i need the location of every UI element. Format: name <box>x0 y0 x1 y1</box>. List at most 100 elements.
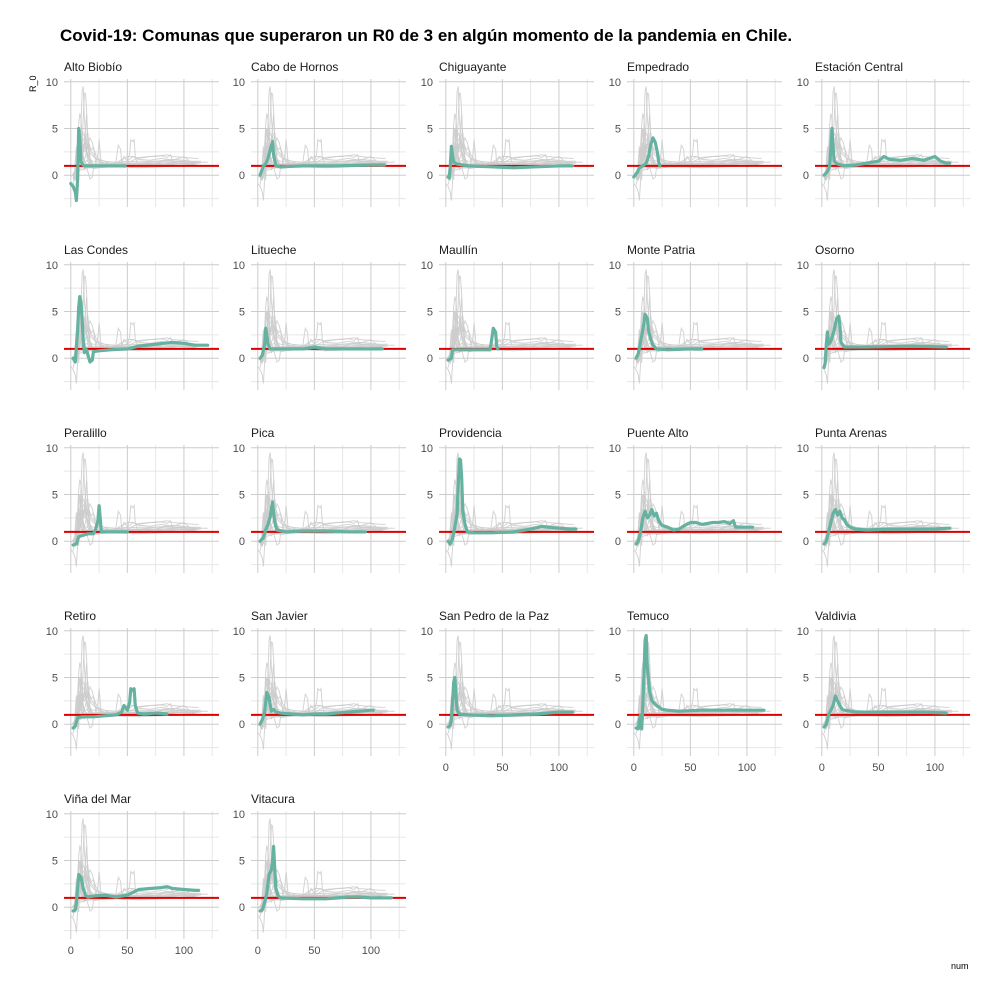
background-series-line <box>72 113 208 181</box>
background-series-line <box>72 845 208 913</box>
y-tick-label: 5 <box>239 490 245 502</box>
y-tick-label: 5 <box>52 307 58 319</box>
facet-panel: Retiro 0 5 10 <box>46 609 219 756</box>
highlighted-series-line <box>258 690 375 726</box>
facet-strip-label: San Javier <box>251 609 308 623</box>
y-tick-label: 0 <box>615 170 621 182</box>
facet-strip-label: Litueche <box>251 243 297 257</box>
y-tick-label: 10 <box>609 443 621 455</box>
x-tick-label: 100 <box>362 945 380 957</box>
facet-strip-label: Monte Patria <box>627 243 695 257</box>
y-tick-label: 5 <box>615 673 621 685</box>
highlighted-series-line <box>634 633 766 731</box>
facet-panel: Punta Arenas 0 5 10 <box>797 426 970 573</box>
y-tick-label: 5 <box>239 673 245 685</box>
y-tick-label: 5 <box>52 673 58 685</box>
y-tick-label: 0 <box>239 170 245 182</box>
y-tick-label: 0 <box>803 719 809 731</box>
background-series-line <box>72 479 208 547</box>
x-tick-label: 0 <box>68 945 74 957</box>
y-tick-label: 5 <box>52 490 58 502</box>
y-tick-label: 10 <box>797 77 809 89</box>
y-tick-label: 10 <box>421 443 433 455</box>
facet-strip-label: Las Condes <box>64 243 128 257</box>
y-tick-label: 10 <box>421 626 433 638</box>
background-series-line <box>72 662 208 730</box>
facet-panel: Puente Alto 0 5 10 <box>609 426 782 573</box>
facet-strip-label: Providencia <box>439 426 502 440</box>
y-tick-label: 10 <box>233 626 245 638</box>
y-tick-label: 0 <box>239 902 245 914</box>
facet-panel: Pica 0 5 10 <box>233 426 406 573</box>
x-tick-label: 50 <box>121 945 133 957</box>
background-series-line <box>72 690 199 729</box>
x-tick-label: 50 <box>308 945 320 957</box>
highlighted-series-line <box>822 126 952 177</box>
y-tick-label: 0 <box>615 719 621 731</box>
highlighted-series-line <box>446 675 575 729</box>
x-tick-label: 100 <box>738 762 756 774</box>
facet-strip-label: Retiro <box>64 609 96 623</box>
y-tick-label: 0 <box>52 719 58 731</box>
facet-panel: Empedrado 0 5 10 <box>609 60 782 207</box>
y-tick-label: 10 <box>609 77 621 89</box>
highlighted-series-line <box>634 312 704 360</box>
facet-panel: Litueche 0 5 10 <box>233 243 406 390</box>
y-tick-label: 5 <box>615 307 621 319</box>
background-series-line <box>635 296 771 364</box>
background-series-line <box>447 507 574 546</box>
y-tick-label: 0 <box>615 353 621 365</box>
x-tick-label: 100 <box>550 762 568 774</box>
y-tick-label: 10 <box>233 809 245 821</box>
background-series-line <box>447 113 583 181</box>
y-tick-label: 5 <box>52 124 58 136</box>
y-tick-label: 10 <box>46 260 58 272</box>
y-tick-label: 5 <box>239 856 245 868</box>
facet-strip-label: Temuco <box>627 609 669 623</box>
highlighted-series-line <box>258 140 387 177</box>
highlighted-series-line <box>71 872 201 913</box>
highlighted-series-line <box>258 500 367 543</box>
y-tick-label: 10 <box>233 77 245 89</box>
facet-panel: San Javier 0 5 10 <box>233 609 406 756</box>
facet-panel: Maullín 0 5 10 <box>421 243 594 390</box>
background-series-line <box>823 662 959 730</box>
highlighted-series-line <box>822 314 948 370</box>
y-tick-label: 0 <box>52 536 58 548</box>
background-series-line <box>635 479 771 547</box>
x-tick-label: 100 <box>926 762 944 774</box>
background-series-line <box>259 296 395 364</box>
background-series-line <box>823 113 959 181</box>
y-tick-label: 0 <box>427 170 433 182</box>
y-tick-label: 0 <box>239 353 245 365</box>
highlighted-series-line <box>69 126 127 203</box>
background-series-line <box>447 662 583 730</box>
y-tick-label: 10 <box>421 77 433 89</box>
y-tick-label: 5 <box>803 124 809 136</box>
background-series-line <box>635 113 771 181</box>
facet-panel: Chiguayante 0 5 10 <box>421 60 594 207</box>
y-tick-label: 0 <box>427 353 433 365</box>
highlighted-series-line <box>446 326 500 362</box>
y-tick-label: 0 <box>239 536 245 548</box>
highlighted-series-line <box>446 144 575 180</box>
y-tick-label: 0 <box>52 902 58 914</box>
y-tick-label: 5 <box>803 307 809 319</box>
facet-panel: Las Condes 0 5 10 <box>46 243 219 390</box>
background-series-line <box>259 662 395 730</box>
facet-strip-label: Punta Arenas <box>815 426 887 440</box>
facet-strip-label: Vitacura <box>251 792 295 806</box>
x-tick-label: 0 <box>443 762 449 774</box>
y-tick-label: 10 <box>46 626 58 638</box>
x-tick-label: 50 <box>684 762 696 774</box>
facet-panel: Alto Biobío 0 5 10 <box>46 60 219 207</box>
facet-strip-label: Osorno <box>815 243 855 257</box>
y-tick-label: 5 <box>427 673 433 685</box>
background-series-line <box>259 479 395 547</box>
chart-title: Covid-19: Comunas que superaron un R0 de… <box>60 26 793 45</box>
